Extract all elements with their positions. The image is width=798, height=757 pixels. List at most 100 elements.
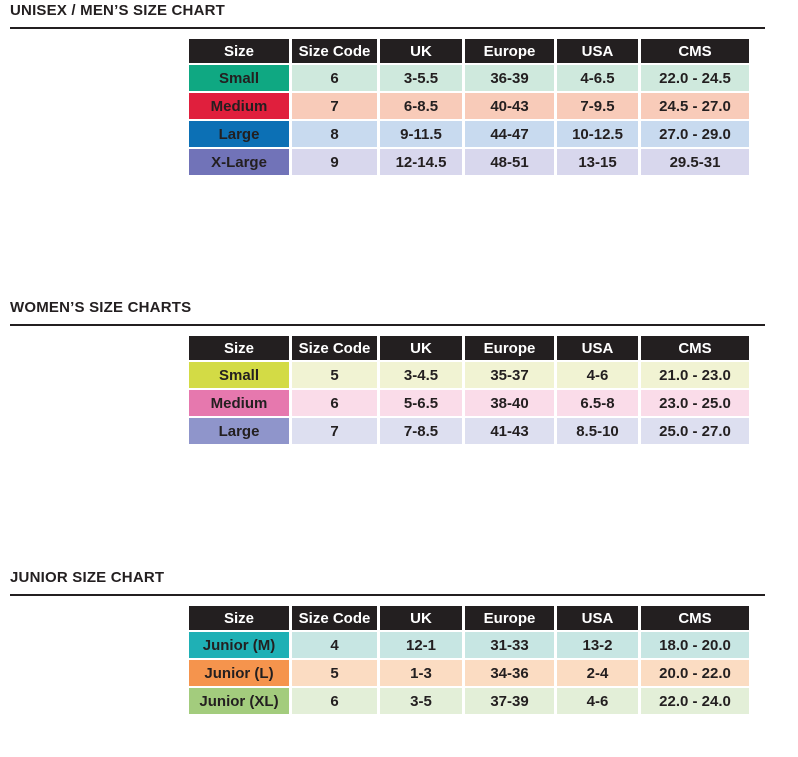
size-label-cell: Junior (M) — [189, 632, 289, 658]
size-label-cell: X-Large — [189, 149, 289, 175]
value-cell: 31-33 — [465, 632, 554, 658]
column-header: USA — [557, 606, 638, 630]
section-title: JUNIOR SIZE CHART — [10, 569, 165, 586]
title-underline — [10, 594, 765, 596]
value-cell: 21.0 - 23.0 — [641, 362, 749, 388]
value-cell: 7-9.5 — [557, 93, 638, 119]
size-label-cell: Junior (L) — [189, 660, 289, 686]
value-cell: 6.5-8 — [557, 390, 638, 416]
value-cell: 48-51 — [465, 149, 554, 175]
value-cell: 41-43 — [465, 418, 554, 444]
column-header: Size Code — [292, 39, 377, 63]
value-cell: 4-6.5 — [557, 65, 638, 91]
value-cell: 18.0 - 20.0 — [641, 632, 749, 658]
value-cell: 5-6.5 — [380, 390, 462, 416]
table-header-row: Size Size Code UK Europe USA CMS — [189, 336, 749, 360]
table-row: X-Large 9 12-14.5 48-51 13-15 29.5-31 — [189, 149, 749, 175]
column-header: UK — [380, 336, 462, 360]
value-cell: 5 — [292, 362, 377, 388]
column-header: UK — [380, 39, 462, 63]
size-chart-section: UNISEX / MEN’S SIZE CHART Size Size Code U… — [0, 0, 798, 177]
table-row: Medium 7 6-8.5 40-43 7-9.5 24.5 - 27.0 — [189, 93, 749, 119]
value-cell: 13-2 — [557, 632, 638, 658]
value-cell: 24.5 - 27.0 — [641, 93, 749, 119]
value-cell: 25.0 - 27.0 — [641, 418, 749, 444]
size-label-cell: Small — [189, 65, 289, 91]
size-table: Size Size Code UK Europe USA CMS Small 5 3-4.5 3… — [186, 334, 752, 446]
value-cell: 35-37 — [465, 362, 554, 388]
table-header-row: Size Size Code UK Europe USA CMS — [189, 39, 749, 63]
table-row: Junior (L) 5 1-3 34-36 2-4 20.0 - 22.0 — [189, 660, 749, 686]
value-cell: 2-4 — [557, 660, 638, 686]
column-header: Europe — [465, 39, 554, 63]
value-cell: 20.0 - 22.0 — [641, 660, 749, 686]
value-cell: 4 — [292, 632, 377, 658]
column-header: Size — [189, 39, 289, 63]
size-chart-section: JUNIOR SIZE CHART Size Size Code UK Europe U… — [0, 567, 798, 716]
value-cell: 9 — [292, 149, 377, 175]
column-header: Europe — [465, 336, 554, 360]
value-cell: 3-5 — [380, 688, 462, 714]
column-header: Europe — [465, 606, 554, 630]
title-underline — [10, 324, 765, 326]
value-cell: 6-8.5 — [380, 93, 462, 119]
value-cell: 22.0 - 24.5 — [641, 65, 749, 91]
value-cell: 12-1 — [380, 632, 462, 658]
value-cell: 22.0 - 24.0 — [641, 688, 749, 714]
size-label-cell: Medium — [189, 93, 289, 119]
value-cell: 44-47 — [465, 121, 554, 147]
table-row: Small 5 3-4.5 35-37 4-6 21.0 - 23.0 — [189, 362, 749, 388]
value-cell: 27.0 - 29.0 — [641, 121, 749, 147]
value-cell: 36-39 — [465, 65, 554, 91]
size-table: Size Size Code UK Europe USA CMS Junior (M) 4 1… — [186, 604, 752, 716]
column-header: Size Code — [292, 336, 377, 360]
value-cell: 38-40 — [465, 390, 554, 416]
column-header: USA — [557, 39, 638, 63]
table-header-row: Size Size Code UK Europe USA CMS — [189, 606, 749, 630]
size-label-cell: Junior (XL) — [189, 688, 289, 714]
table-row: Junior (M) 4 12-1 31-33 13-2 18.0 - 20.0 — [189, 632, 749, 658]
value-cell: 7 — [292, 418, 377, 444]
value-cell: 3-4.5 — [380, 362, 462, 388]
value-cell: 7 — [292, 93, 377, 119]
value-cell: 29.5-31 — [641, 149, 749, 175]
size-label-cell: Medium — [189, 390, 289, 416]
value-cell: 4-6 — [557, 688, 638, 714]
value-cell: 4-6 — [557, 362, 638, 388]
table-row: Large 7 7-8.5 41-43 8.5-10 25.0 - 27.0 — [189, 418, 749, 444]
value-cell: 40-43 — [465, 93, 554, 119]
value-cell: 5 — [292, 660, 377, 686]
value-cell: 8 — [292, 121, 377, 147]
column-header: Size — [189, 336, 289, 360]
table-row: Large 8 9-11.5 44-47 10-12.5 27.0 - 29.0 — [189, 121, 749, 147]
value-cell: 13-15 — [557, 149, 638, 175]
value-cell: 6 — [292, 390, 377, 416]
column-header: Size — [189, 606, 289, 630]
table-row: Small 6 3-5.5 36-39 4-6.5 22.0 - 24.5 — [189, 65, 749, 91]
value-cell: 7-8.5 — [380, 418, 462, 444]
value-cell: 6 — [292, 688, 377, 714]
size-label-cell: Large — [189, 121, 289, 147]
section-title: UNISEX / MEN’S SIZE CHART — [10, 2, 226, 19]
value-cell: 9-11.5 — [380, 121, 462, 147]
column-header: USA — [557, 336, 638, 360]
value-cell: 23.0 - 25.0 — [641, 390, 749, 416]
value-cell: 3-5.5 — [380, 65, 462, 91]
section-title: WOMEN’S SIZE CHARTS — [10, 299, 192, 316]
size-label-cell: Small — [189, 362, 289, 388]
column-header: UK — [380, 606, 462, 630]
size-label-cell: Large — [189, 418, 289, 444]
column-header: CMS — [641, 606, 749, 630]
value-cell: 34-36 — [465, 660, 554, 686]
table-row: Medium 6 5-6.5 38-40 6.5-8 23.0 - 25.0 — [189, 390, 749, 416]
title-underline — [10, 27, 765, 29]
value-cell: 37-39 — [465, 688, 554, 714]
value-cell: 10-12.5 — [557, 121, 638, 147]
value-cell: 8.5-10 — [557, 418, 638, 444]
size-table: Size Size Code UK Europe USA CMS Small 6 3-5.5 3… — [186, 37, 752, 177]
value-cell: 12-14.5 — [380, 149, 462, 175]
value-cell: 6 — [292, 65, 377, 91]
column-header: CMS — [641, 336, 749, 360]
table-row: Junior (XL) 6 3-5 37-39 4-6 22.0 - 24.0 — [189, 688, 749, 714]
value-cell: 1-3 — [380, 660, 462, 686]
